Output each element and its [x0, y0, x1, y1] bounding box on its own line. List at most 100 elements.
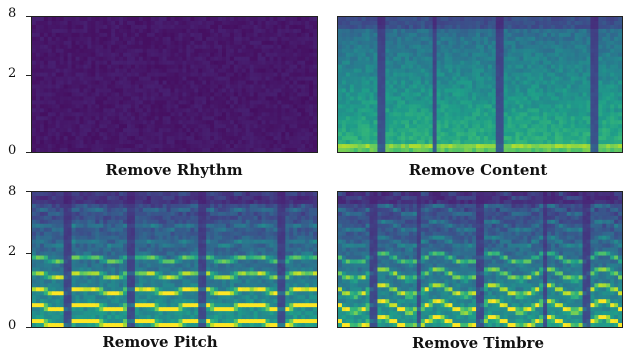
heatmap-cell [281, 112, 286, 117]
heatmap-cell [353, 100, 359, 105]
heatmap-cell [261, 132, 267, 137]
heatmap-cell [562, 144, 568, 149]
heatmap-cell [547, 48, 552, 54]
heatmap-cell [190, 140, 195, 145]
heatmap-cell [460, 148, 465, 152]
heatmap-cell [210, 68, 215, 74]
heatmap-cell [146, 112, 152, 117]
heatmap-cell [289, 112, 294, 117]
heatmap-cell [432, 136, 438, 141]
heatmap-cell [618, 96, 622, 101]
heatmap-cell [602, 88, 607, 94]
heatmap-cell [381, 64, 386, 70]
heatmap-cell [71, 124, 77, 129]
heatmap-cell [166, 68, 172, 74]
heatmap-cell [43, 92, 49, 98]
heatmap-cell [265, 116, 271, 121]
heatmap-cell [32, 20, 37, 26]
heatmap-cell [341, 148, 347, 152]
heatmap-cell [491, 76, 497, 82]
heatmap-cell [297, 92, 302, 98]
heatmap-cell [309, 36, 314, 42]
heatmap-cell [357, 148, 363, 152]
heatmap-cell [507, 112, 513, 117]
heatmap-cell [289, 60, 294, 66]
heatmap-cell [436, 76, 442, 82]
heatmap-cell [222, 68, 227, 74]
heatmap-cell [480, 36, 485, 42]
heatmap-cell [586, 136, 592, 141]
heatmap-cell [158, 48, 164, 54]
heatmap-cell [551, 136, 556, 141]
heatmap-cell [515, 60, 521, 66]
heatmap-cell [535, 44, 540, 50]
heatmap-cell [99, 60, 104, 66]
heatmap-cell [91, 56, 96, 62]
heatmap-cell [574, 140, 580, 145]
heatmap-cell [602, 68, 607, 74]
heatmap-cell [178, 32, 184, 38]
heatmap-cell [432, 88, 438, 94]
heatmap-cell [249, 64, 255, 70]
heatmap-cell [448, 116, 453, 121]
heatmap-cell [273, 40, 279, 46]
heatmap-cell [71, 48, 77, 54]
heatmap-cell [285, 76, 290, 82]
heatmap-cell [166, 124, 172, 129]
heatmap-cell [456, 132, 461, 137]
heatmap-cell [349, 60, 355, 66]
heatmap-cell [614, 112, 619, 117]
heatmap-cell [154, 120, 160, 125]
heatmap-cell [63, 108, 69, 113]
heatmap-cell [91, 17, 96, 22]
heatmap-cell [126, 68, 132, 74]
heatmap-cell [233, 28, 239, 34]
heatmap-cell [293, 28, 298, 34]
heatmap-cell [338, 104, 343, 109]
heatmap-cell [293, 20, 298, 26]
heatmap-cell [55, 68, 61, 74]
heatmap-cell [590, 132, 595, 137]
heatmap-cell [269, 20, 275, 26]
heatmap-cell [523, 108, 528, 113]
heatmap-cell [487, 124, 493, 129]
heatmap-cell [472, 120, 477, 125]
heatmap-cell [574, 100, 580, 105]
heatmap-cell [377, 76, 382, 82]
heatmap-cell [590, 100, 595, 105]
heatmap-cell [253, 148, 259, 152]
heatmap-cell [483, 140, 489, 145]
heatmap-cell [416, 28, 422, 34]
heatmap-cell [107, 80, 112, 86]
heatmap-cell [202, 24, 207, 30]
heatmap-cell [285, 120, 290, 125]
heatmap-cell [202, 64, 207, 70]
heatmap-cell [63, 128, 69, 133]
heatmap-cell [487, 120, 493, 125]
heatmap-cell [281, 108, 286, 113]
heatmap-cell [428, 68, 434, 74]
heatmap-cell [182, 17, 187, 22]
heatmap-cell [35, 299, 41, 304]
heatmap-cell [142, 36, 148, 42]
heatmap-cell [146, 32, 152, 38]
heatmap-cell [381, 72, 386, 78]
heatmap-cell [301, 52, 306, 58]
heatmap-cell [103, 64, 108, 70]
heatmap-cell [558, 48, 564, 54]
heatmap-cell [357, 40, 363, 46]
heatmap-cell [277, 20, 282, 26]
heatmap-cell [468, 24, 473, 30]
heatmap-cell [210, 36, 215, 42]
heatmap-cell [162, 44, 168, 50]
heatmap-cell [405, 140, 410, 145]
heatmap-cell [103, 124, 108, 129]
heatmap-cell [130, 72, 136, 78]
heatmap-cell [503, 28, 509, 34]
heatmap-cell [523, 28, 528, 34]
heatmap-cell [349, 116, 355, 121]
heatmap-cell [103, 28, 108, 34]
heatmap-cell [590, 68, 595, 74]
heatmap-cell [507, 36, 513, 42]
heatmap-cell [289, 148, 294, 152]
